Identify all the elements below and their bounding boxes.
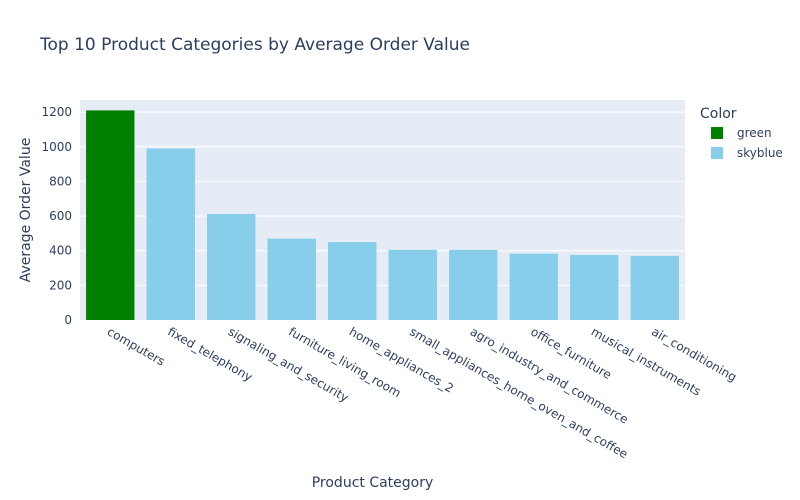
bar-office_furniture[interactable] [509, 253, 558, 320]
bar-musical_instruments[interactable] [570, 255, 619, 320]
y-tick-label: 200 [49, 278, 72, 292]
bars [86, 110, 679, 320]
bar-home_appliances_2[interactable] [328, 242, 377, 320]
y-tick-label: 800 [49, 174, 72, 188]
y-tick-label: 600 [49, 209, 72, 223]
legend-swatch-green [711, 127, 723, 139]
y-tick-label: 0 [64, 313, 72, 327]
x-tick-label: musical_instruments [589, 324, 704, 398]
bar-computers[interactable] [86, 110, 135, 320]
x-tick-label: small_appliances_home_oven_and_coffee [407, 324, 630, 461]
x-axis-title: Product Category [312, 475, 434, 491]
chart-title: Top 10 Product Categories by Average Ord… [39, 35, 470, 55]
x-axis-ticks: computersfixed_telephonysignaling_and_se… [105, 324, 739, 461]
y-tick-label: 1000 [41, 140, 72, 154]
bar-agro_industry_and_commerce[interactable] [449, 249, 498, 320]
legend[interactable]: Color green skyblue [700, 106, 783, 160]
legend-swatch-skyblue [711, 147, 723, 159]
y-tick-label: 1200 [41, 105, 72, 119]
y-tick-label: 400 [49, 244, 72, 258]
bar-signaling_and_security[interactable] [207, 213, 256, 320]
y-axis-ticks: 0 200 400 600 800 1000 1200 [41, 105, 72, 327]
legend-label-green: green [737, 126, 772, 140]
bar-air_conditioning[interactable] [630, 255, 679, 320]
legend-label-skyblue: skyblue [737, 146, 783, 160]
y-axis-title: Average Order Value [18, 138, 34, 283]
bar-small_appliances_home_oven_and_coffee[interactable] [388, 249, 437, 320]
x-tick-label: computers [105, 324, 168, 368]
bar-fixed_telephony[interactable] [146, 148, 195, 320]
bar-furniture_living_room[interactable] [267, 238, 316, 320]
legend-title: Color [700, 106, 737, 122]
x-tick-label: home_appliances_2 [347, 324, 456, 395]
